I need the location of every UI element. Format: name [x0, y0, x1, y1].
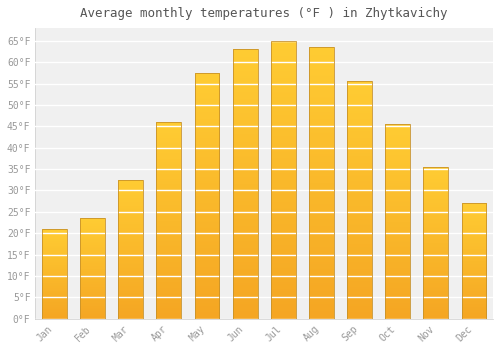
Title: Average monthly temperatures (°F ) in Zhytkavichy: Average monthly temperatures (°F ) in Zh… [80, 7, 448, 20]
Bar [194, 73, 220, 318]
Bar [347, 82, 372, 318]
Bar [309, 47, 334, 318]
Bar [42, 229, 67, 318]
Bar [462, 203, 486, 318]
Bar [424, 167, 448, 318]
Bar [386, 124, 410, 318]
Bar [232, 49, 258, 318]
Bar [156, 122, 181, 318]
Bar [118, 180, 143, 318]
Bar [271, 41, 295, 318]
Bar [80, 218, 105, 318]
